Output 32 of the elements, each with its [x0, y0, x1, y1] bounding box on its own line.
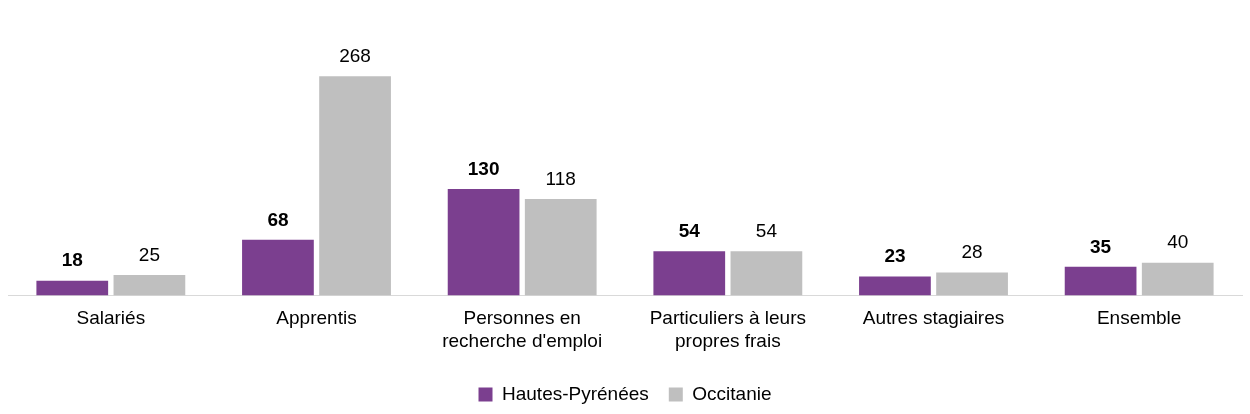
- bar: [242, 239, 314, 296]
- bar: [730, 251, 803, 296]
- bar: [447, 189, 520, 296]
- x-tick-label: Salariés: [76, 307, 146, 329]
- data-label: 54: [678, 219, 701, 241]
- data-label: 18: [61, 249, 83, 271]
- data-label: 54: [755, 219, 778, 241]
- data-label: 23: [884, 245, 906, 267]
- bar: [1141, 262, 1214, 296]
- x-tick-label: Particuliers à leurs propres frais: [649, 307, 806, 351]
- data-label: 130: [467, 157, 500, 179]
- bar: [36, 280, 109, 296]
- legend-label: Occitanie: [692, 382, 772, 404]
- data-label: 28: [961, 241, 983, 263]
- data-label: 68: [267, 208, 289, 230]
- x-tick-label: Apprentis: [276, 307, 357, 329]
- data-label: 40: [1167, 231, 1189, 253]
- x-tick-label: Personnes en recherche d'emploi: [442, 307, 603, 351]
- bar: [113, 274, 186, 296]
- x-tick-label: Ensemble: [1096, 307, 1182, 329]
- bar: [1064, 266, 1137, 296]
- bar: [936, 272, 1008, 296]
- x-tick-label: Autres stagiaires: [862, 307, 1005, 329]
- legend-label: Hautes-Pyrénées: [502, 382, 649, 404]
- data-label: 35: [1090, 235, 1112, 257]
- bar: [319, 76, 391, 296]
- bar: [653, 251, 726, 296]
- data-label: 25: [138, 243, 160, 265]
- bar: [524, 198, 597, 296]
- data-label: 268: [339, 44, 371, 66]
- data-label: 118: [545, 167, 576, 189]
- bar: [859, 276, 931, 296]
